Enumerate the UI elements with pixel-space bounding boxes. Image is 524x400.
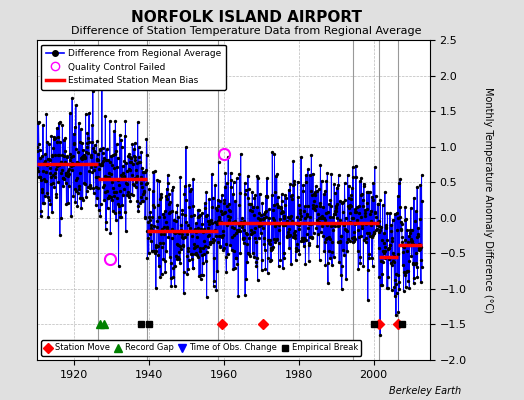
Text: Berkeley Earth: Berkeley Earth xyxy=(389,386,461,396)
Text: NORFOLK ISLAND AIRPORT: NORFOLK ISLAND AIRPORT xyxy=(131,10,362,25)
Legend: Station Move, Record Gap, Time of Obs. Change, Empirical Break: Station Move, Record Gap, Time of Obs. C… xyxy=(41,340,362,356)
Text: Difference of Station Temperature Data from Regional Average: Difference of Station Temperature Data f… xyxy=(71,26,421,36)
Y-axis label: Monthly Temperature Anomaly Difference (°C): Monthly Temperature Anomaly Difference (… xyxy=(483,87,493,313)
